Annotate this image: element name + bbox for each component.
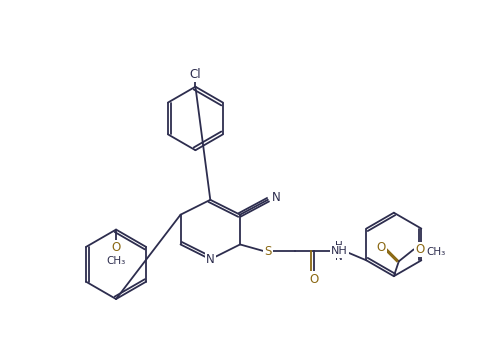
Text: N: N: [206, 253, 215, 266]
Text: N: N: [271, 191, 280, 204]
Text: H
N: H N: [335, 241, 343, 262]
Text: CH₃: CH₃: [106, 256, 126, 266]
Text: S: S: [264, 245, 271, 258]
Text: O: O: [415, 243, 424, 256]
Text: NH: NH: [331, 246, 348, 256]
Text: CH₃: CH₃: [426, 247, 445, 257]
Text: Cl: Cl: [190, 68, 201, 81]
Text: O: O: [376, 241, 386, 254]
Text: O: O: [310, 273, 319, 286]
Text: O: O: [111, 241, 121, 254]
